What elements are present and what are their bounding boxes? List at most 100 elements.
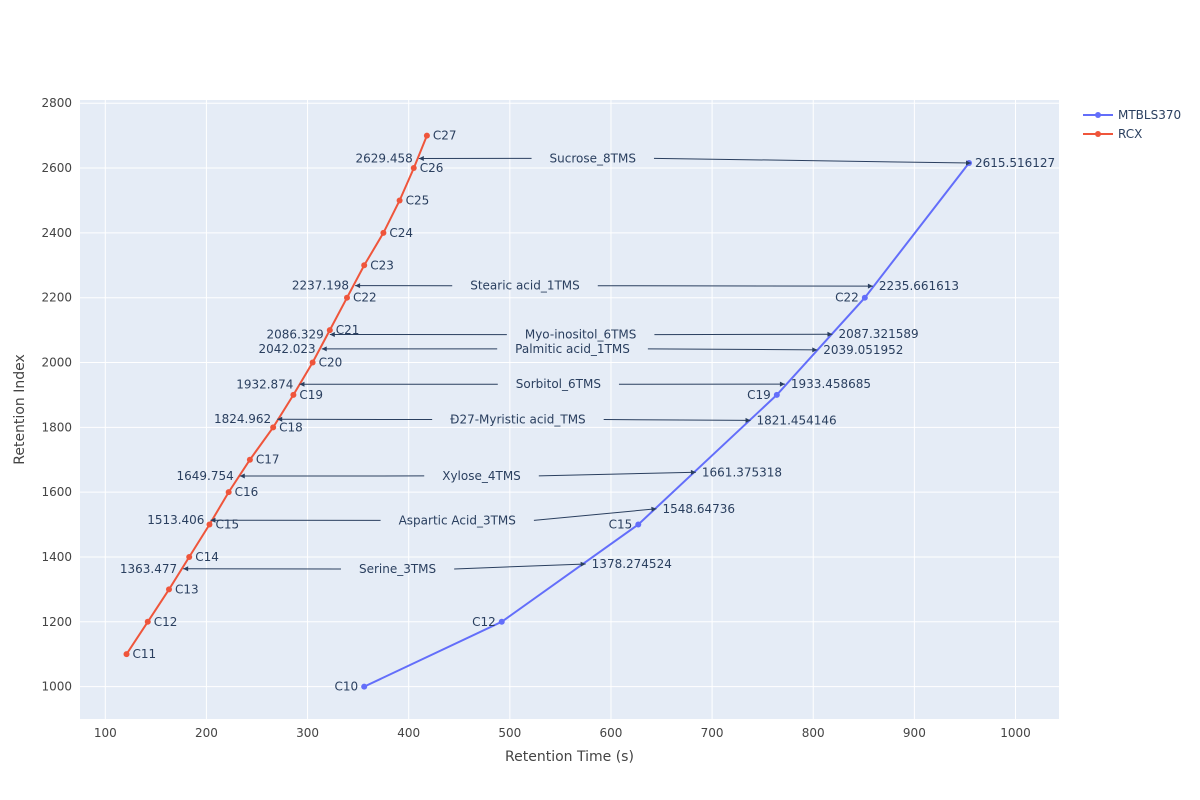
annotation-label: Aspartic Acid_3TMS [399, 513, 516, 527]
data-point [166, 586, 172, 593]
data-point-label: C26 [420, 161, 444, 175]
y-tick-label: 1200 [41, 615, 72, 629]
data-point [380, 229, 387, 236]
data-point [410, 165, 417, 172]
legend-item[interactable]: RCX [1083, 127, 1142, 141]
data-point-label: C15 [215, 518, 239, 532]
data-point-label: C23 [370, 258, 394, 272]
data-point-label: C21 [336, 323, 360, 337]
tick-labels: 100 200 300 400 500 600 700 800 900 1000 1000 1200 1… [41, 96, 1030, 740]
y-tick-label: 1400 [41, 550, 72, 564]
x-tick-label: 800 [802, 726, 825, 740]
annotation-arrowhead [210, 517, 216, 523]
x-tick-label: 1000 [1000, 726, 1031, 740]
annotation-arrowhead [827, 331, 833, 337]
data-point-label: C14 [195, 550, 219, 564]
y-tick-label: 2600 [41, 161, 72, 175]
data-point-label: 2615.516127 [975, 156, 1055, 170]
data-point-label: C19 [299, 388, 323, 402]
y-tick-label: 1800 [41, 420, 72, 434]
annotation-arrowhead [321, 346, 327, 352]
data-point [144, 618, 151, 625]
y-tick-label: 2200 [41, 291, 72, 305]
data-point-label: C15 [609, 518, 633, 532]
legend-swatch-marker [1095, 131, 1101, 137]
annotation-arrowhead [329, 332, 335, 338]
mtbls-ri-label: 2087.321589 [838, 327, 918, 341]
annotation-arrow-line [603, 419, 751, 421]
data-point-label: C20 [319, 356, 343, 370]
annotation-label: Ð27-Myristic acid_TMS [450, 413, 586, 427]
rcx-ri-label: 1649.754 [177, 469, 234, 483]
rcx-ri-label: 1932.874 [236, 377, 293, 391]
annotation-label: Palmitic acid_1TMS [515, 342, 630, 356]
annotation-arrowhead [277, 416, 283, 422]
series-layer: C10 C12 C15 C19 C22 2615.516127 C11 C12 C13 C14 C1… [123, 129, 1055, 694]
annotation-arrowhead [690, 469, 696, 475]
data-point-label: C18 [279, 420, 303, 434]
annotation-arrowhead [299, 381, 305, 387]
data-point-label: C16 [235, 485, 259, 499]
data-point [773, 391, 780, 398]
plot-background [80, 100, 1059, 719]
annotation-label: Xylose_4TMS [442, 469, 521, 483]
x-tick-label: 700 [701, 726, 724, 740]
data-point-label: C12 [154, 615, 178, 629]
x-tick-label: 900 [903, 726, 926, 740]
legend[interactable]: MTBLS370 RCX [1083, 108, 1181, 141]
annotation-arrowhead [651, 506, 657, 512]
grid [80, 100, 1059, 719]
data-point [361, 683, 368, 690]
y-tick-label: 1000 [41, 680, 72, 694]
rcx-ri-label: 2237.198 [292, 279, 349, 293]
mtbls-ri-label: 1933.458685 [791, 377, 871, 391]
x-axis-title: Retention Time (s) [505, 749, 634, 765]
annotation-arrow-line [653, 157, 972, 164]
annotation-arrow-line [538, 471, 696, 477]
annotation-arrowhead [239, 473, 245, 479]
data-point-label: C27 [433, 129, 457, 143]
annotation-layer: Sucrose_8TMS 2629.458 Stearic acid_1TMS 223… [120, 151, 972, 576]
y-tick-label: 2800 [41, 96, 72, 110]
data-point-label: C11 [133, 647, 157, 661]
data-point [186, 553, 193, 560]
data-point [309, 359, 316, 366]
rcx-ri-label: 1513.406 [147, 513, 204, 527]
x-tick-label: 200 [195, 726, 218, 740]
data-point [861, 294, 868, 301]
annotation-arrowhead [580, 561, 586, 567]
data-point-label: C12 [472, 615, 496, 629]
x-tick-label: 100 [94, 726, 117, 740]
x-tick-label: 300 [296, 726, 319, 740]
mtbls-ri-label: 2039.051952 [823, 343, 903, 357]
data-point [344, 294, 350, 301]
annotation-arrowhead [965, 160, 972, 166]
x-tick-label: 400 [397, 726, 420, 740]
annotation-label: Stearic acid_1TMS [470, 279, 580, 293]
annotation-arrowhead [418, 156, 424, 162]
rcx-ri-label: 2629.458 [356, 152, 413, 166]
data-point [123, 651, 130, 658]
y-tick-label: 1600 [41, 485, 72, 499]
data-point [246, 456, 253, 463]
mtbls-ri-label: 1548.64736 [662, 502, 735, 516]
data-point-label: C13 [175, 582, 199, 596]
data-point-label: C22 [353, 291, 377, 305]
legend-swatch-marker [1095, 112, 1101, 118]
mtbls-ri-label: 2235.661613 [879, 279, 959, 293]
data-point [635, 521, 642, 528]
annotation-arrow-line [647, 348, 818, 351]
annotation-arrowhead [779, 381, 785, 387]
annotation-label: Sorbitol_6TMS [516, 377, 601, 391]
annotation-label: Myo-inositol_6TMS [525, 328, 637, 342]
legend-label: RCX [1118, 127, 1142, 141]
data-point [206, 521, 213, 528]
rcx-ri-label: 1824.962 [214, 412, 271, 426]
x-tick-label: 500 [498, 726, 521, 740]
mtbls-ri-label: 1661.375318 [702, 465, 782, 479]
rcx-ri-label: 2086.329 [267, 328, 324, 342]
data-point-label: C19 [747, 388, 771, 402]
series-line [363, 162, 970, 688]
legend-item[interactable]: MTBLS370 [1083, 108, 1181, 122]
